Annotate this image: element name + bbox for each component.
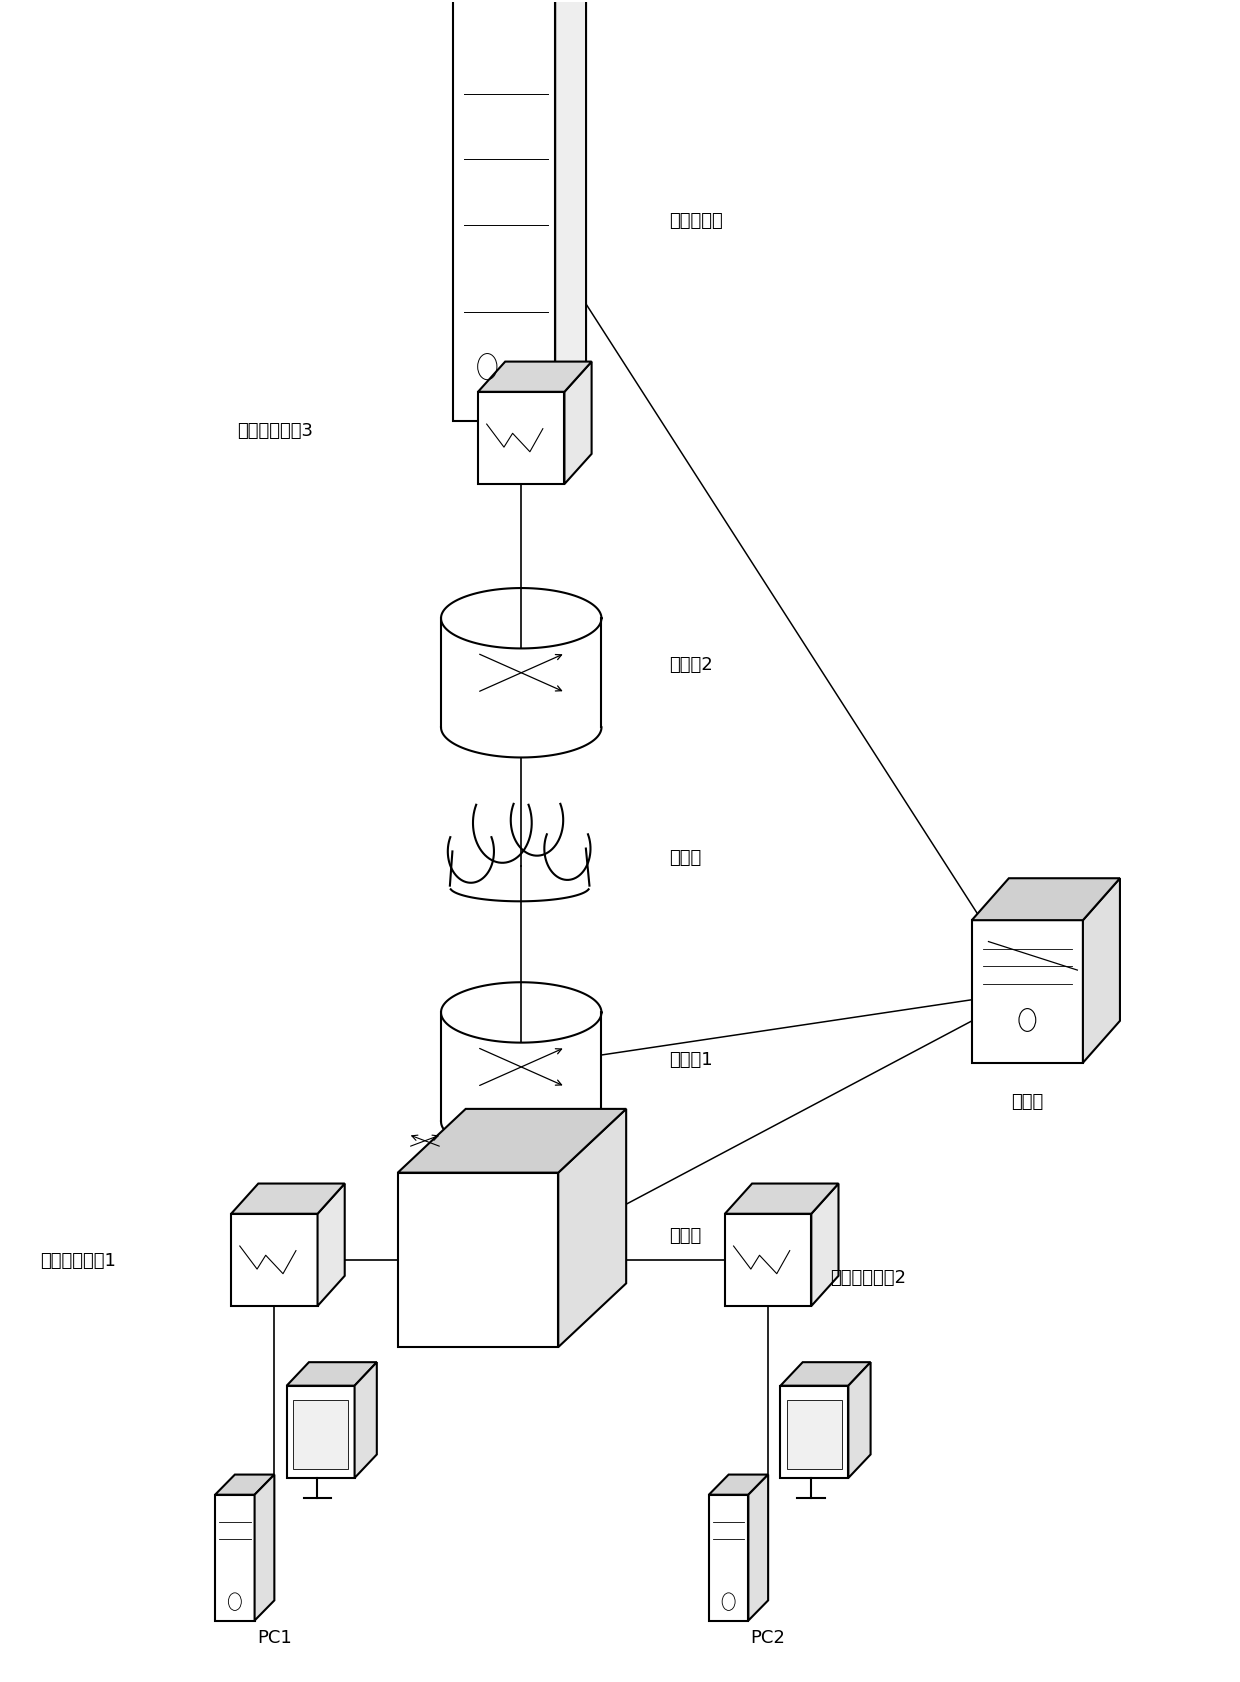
Polygon shape (780, 1386, 848, 1478)
Polygon shape (215, 1475, 274, 1495)
Text: 路由器1: 路由器1 (670, 1050, 713, 1068)
Polygon shape (1083, 878, 1120, 1063)
Polygon shape (441, 619, 601, 759)
Polygon shape (709, 1495, 749, 1620)
Polygon shape (556, 0, 587, 422)
Polygon shape (398, 1172, 558, 1347)
Polygon shape (317, 1184, 345, 1307)
Polygon shape (749, 1475, 768, 1620)
Polygon shape (231, 1184, 345, 1214)
Text: 链路加密网关1: 链路加密网关1 (40, 1251, 115, 1270)
Text: 路由器2: 路由器2 (670, 656, 713, 674)
Polygon shape (294, 1399, 347, 1468)
Polygon shape (811, 1184, 838, 1307)
Polygon shape (286, 1386, 355, 1478)
Polygon shape (787, 1399, 842, 1468)
Polygon shape (972, 878, 1120, 920)
Polygon shape (972, 920, 1083, 1063)
Text: PC2: PC2 (750, 1628, 786, 1647)
Text: 控制器: 控制器 (1012, 1092, 1044, 1110)
Text: 互联网: 互联网 (670, 849, 702, 866)
Text: PC1: PC1 (257, 1628, 291, 1647)
Polygon shape (725, 1184, 838, 1214)
Polygon shape (558, 1108, 626, 1347)
Polygon shape (709, 1475, 768, 1495)
Polygon shape (286, 1362, 377, 1386)
Polygon shape (479, 362, 591, 392)
Polygon shape (454, 0, 556, 422)
Polygon shape (725, 1214, 811, 1307)
Text: 总部服务器: 总部服务器 (670, 212, 723, 230)
Text: 交换机: 交换机 (670, 1226, 702, 1245)
Polygon shape (231, 1214, 317, 1307)
Text: 链路加密网关3: 链路加密网关3 (237, 420, 314, 439)
Polygon shape (479, 392, 564, 484)
Polygon shape (564, 362, 591, 484)
Text: 链路加密网关2: 链路加密网关2 (830, 1268, 906, 1285)
Polygon shape (780, 1362, 870, 1386)
Polygon shape (848, 1362, 870, 1478)
Polygon shape (254, 1475, 274, 1620)
Polygon shape (355, 1362, 377, 1478)
Polygon shape (441, 1013, 601, 1152)
Polygon shape (215, 1495, 254, 1620)
Polygon shape (398, 1108, 626, 1172)
